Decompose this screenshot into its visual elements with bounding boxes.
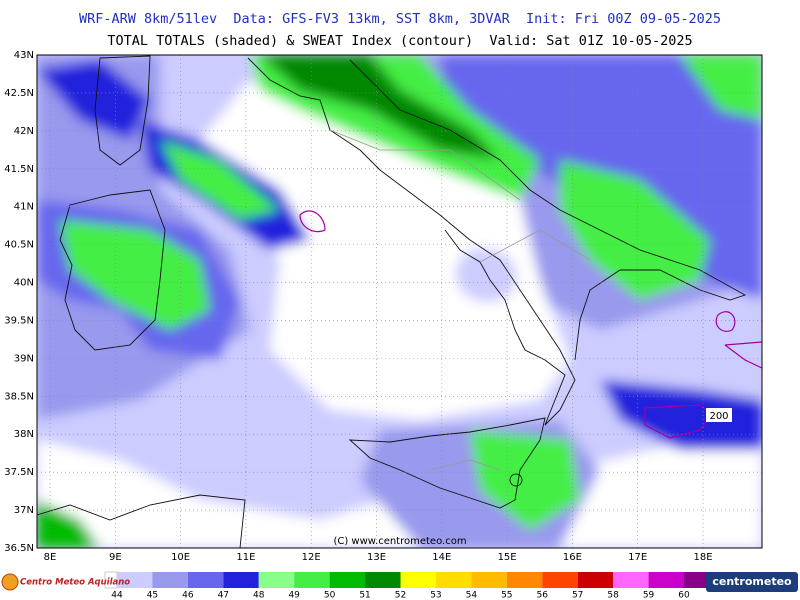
colorbar-swatch [223,572,259,588]
contour-label-bg [706,408,732,422]
colorbar-label: 57 [572,591,583,600]
colorbar-label: 55 [501,591,512,600]
colorbar-swatch [117,572,153,588]
colorbar-label: 48 [253,591,265,600]
colorbar-swatch [506,572,543,588]
lat-label: 40.5N [4,240,34,251]
lat-label: 41N [14,202,34,213]
colorbar-label: 50 [324,591,336,600]
colorbar-label: 53 [430,591,441,600]
lat-label: 38N [14,429,34,440]
lon-label: 15E [498,552,517,563]
colorbar-swatch [258,572,295,588]
header-line2: TOTAL TOTALS (shaded) & SWEAT Index (con… [107,33,692,49]
lon-label: 12E [302,552,321,563]
colorbar-swatch [294,572,330,588]
colorbar-swatch [613,572,649,588]
lat-label: 40N [14,278,34,289]
lon-label: 13E [367,552,386,563]
colorbar-swatch [187,572,224,588]
right-logo-text: centrometeo [712,575,792,588]
lat-label: 43N [14,50,34,61]
lat-label: 41.5N [4,164,34,175]
colorbar-swatch [435,572,472,588]
right-logo: centrometeo [706,572,798,592]
lon-label: 17E [628,552,647,563]
colorbar-swatch [329,572,366,588]
colorbar-swatch [471,572,507,588]
colorbar: 44 45 46 47 48 49 50 51 52 53 54 55 56 57 58 59 60 [104,571,724,600]
lat-label: 42N [14,126,34,137]
colorbar-swatch [400,572,436,588]
lat-label: 39N [14,353,34,364]
colorbar-swatch [648,572,684,588]
lon-label: 9E [109,552,122,563]
colorbar-label: 58 [607,591,619,600]
colorbar-label: 46 [182,591,194,600]
map-field [37,55,762,548]
colorbar-swatch [152,572,188,588]
colorbar-label: 52 [395,591,406,600]
colorbar-swatch [542,572,578,588]
lat-label: 39.5N [4,315,34,326]
colorbar-label: 60 [678,591,690,600]
colorbar-label: 47 [218,591,229,600]
colorbar-swatch [365,572,401,588]
lat-label: 37.5N [4,467,34,478]
graticule: 43N 42.5N 42N 41.5N 41N 40.5N 40N 39.5N 39N 38.5N… [4,50,762,563]
left-logo: Centro Meteo Aquilano [1,573,130,591]
lon-label: 18E [693,552,712,563]
colorbar-label: 54 [466,591,478,600]
map-frame [36,54,763,549]
lon-label: 14E [432,552,451,563]
lon-label: 8E [44,552,57,563]
lat-label: 42.5N [4,88,34,99]
header-line1: WRF-ARW 8km/51lev Data: GFS-FV3 13km, SS… [79,11,721,27]
lat-label: 36.5N [4,543,34,554]
lon-label: 11E [236,552,255,563]
contour-label: 200 [709,411,728,422]
colorbar-label: 56 [537,591,549,600]
lon-label: 10E [171,552,190,563]
colorbar-swatch [577,572,614,588]
copyright: (C) www.centrometeo.com [333,536,466,547]
lon-label: 16E [563,552,582,563]
colorbar-label: 49 [288,591,300,600]
left-logo-text: Centro Meteo Aquilano [20,578,130,588]
colorbar-label: 51 [359,591,370,600]
colorbar-label: 59 [643,591,655,600]
lat-label: 37N [14,505,34,516]
colorbar-label: 44 [111,591,123,600]
colorbar-label: 45 [147,591,158,600]
lat-label: 38.5N [4,391,34,402]
